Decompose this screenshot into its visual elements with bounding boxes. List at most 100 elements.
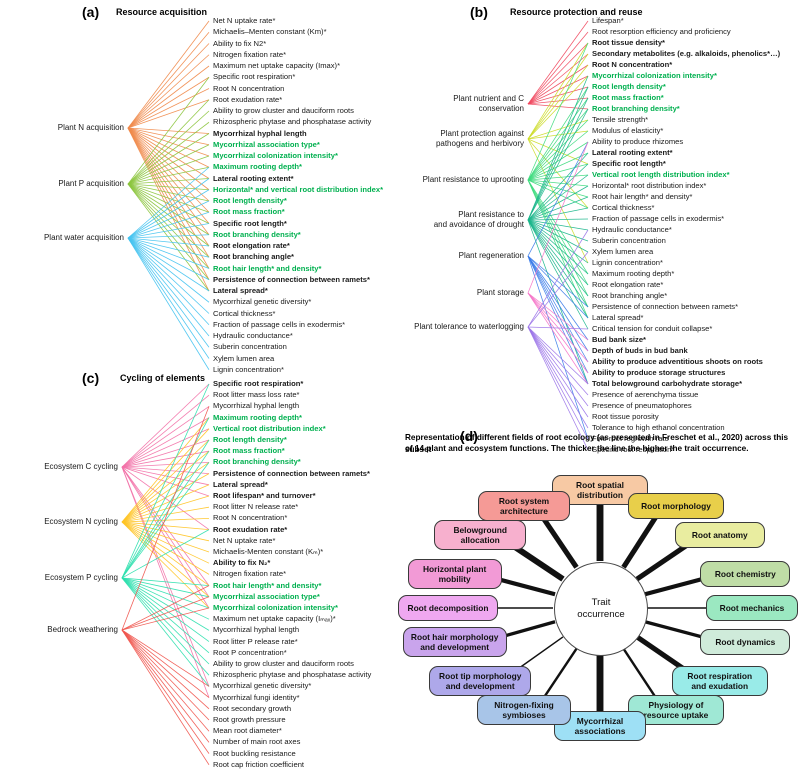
link-line: [527, 326, 589, 429]
link-line: [127, 99, 210, 129]
link-line: [121, 629, 210, 721]
trait-label: Root litter N release rate*: [213, 502, 299, 512]
field-node-label: Root dynamics: [715, 637, 776, 648]
trait-label: Persistence of connection between ramets…: [213, 468, 370, 478]
source-label: Plant water acquisition: [43, 233, 124, 242]
trait-label: Mycorrhizal hyphal length: [213, 625, 300, 635]
link-line: [527, 219, 589, 286]
field-node[interactable]: Root chemistry: [700, 560, 791, 587]
link-line: [527, 219, 589, 264]
field-node[interactable]: Root anatomy: [674, 522, 765, 549]
link-line: [121, 577, 210, 620]
link-line: [127, 20, 210, 129]
link-line: [127, 237, 210, 281]
trait-label: Cortical thickness*: [592, 203, 655, 212]
link-line: [527, 108, 589, 221]
link-line: [121, 521, 210, 553]
link-line: [527, 138, 589, 264]
trait-label: Root hair length* and density*: [213, 263, 322, 273]
trait-label: Root secondary growth: [213, 703, 292, 713]
link-line: [527, 207, 589, 221]
link-line: [127, 237, 210, 247]
trait-label: Michaelis–Menten constant (Km)*: [213, 27, 327, 37]
trait-label: Root branching density*: [592, 104, 680, 113]
link-line: [127, 237, 210, 314]
link-line: [527, 75, 589, 221]
link-line: [527, 255, 589, 363]
link-line: [527, 255, 589, 319]
link-line: [527, 64, 589, 105]
field-node[interactable]: Root hair morphology and development: [402, 627, 507, 658]
link-line: [127, 76, 210, 129]
panel-a-letter: (a): [82, 4, 100, 20]
link-line: [527, 255, 589, 308]
link-line: [527, 152, 589, 181]
trait-label: Root length density*: [213, 196, 287, 205]
link-line: [527, 179, 589, 209]
trait-label: Specific root length*: [213, 218, 287, 228]
trait-label: Maximum net uptake capacity (Imax)*: [213, 61, 341, 70]
panel-a-links: [127, 20, 210, 370]
field-node[interactable]: Root respiration and exudation: [671, 665, 768, 696]
link-line: [527, 141, 589, 294]
field-node-label: Root chemistry: [714, 568, 776, 579]
source-label: Plant nutrient and C conservation: [453, 94, 524, 113]
link-line: [527, 119, 589, 181]
field-node[interactable]: Root dynamics: [700, 629, 791, 656]
trait-label: Root elongation rate*: [213, 241, 290, 250]
link-line: [527, 64, 589, 140]
panel-b-title: Resource protection and reuse: [510, 7, 643, 17]
panel-c-links: [121, 383, 210, 766]
trait-label: Rhizospheric phytase and phosphatase act…: [213, 670, 372, 680]
link-line: [121, 521, 210, 575]
link-line: [527, 292, 589, 363]
link-line: [121, 462, 210, 579]
trait-label: Root resorption efficiency and proficien…: [592, 27, 731, 36]
link-line: [121, 466, 210, 609]
link-line: [527, 255, 589, 341]
trait-label: Root mass fraction*: [592, 93, 664, 102]
link-line: [121, 629, 210, 732]
link-line: [127, 121, 210, 185]
field-node[interactable]: Root decomposition: [398, 595, 498, 621]
link-line: [121, 629, 210, 698]
field-node-label: Root spatial distribution: [576, 480, 624, 500]
field-node[interactable]: Root tip morphology and development: [429, 665, 532, 696]
link-line: [527, 179, 589, 198]
trait-label: Root tissue density*: [592, 38, 665, 47]
field-node[interactable]: Root system architecture: [478, 490, 570, 521]
trait-label: Lifespan*: [592, 16, 624, 25]
spoke-line: [621, 512, 661, 569]
link-line: [527, 292, 589, 341]
trait-label: Net N uptake rate*: [213, 535, 276, 545]
link-line: [527, 219, 589, 308]
panel-d-hub: Trait occurrence: [554, 562, 648, 656]
panel-d: (d) Representation of different fields o…: [398, 428, 800, 745]
panel-b-letter: (b): [470, 4, 488, 20]
field-node-label: Root mechanics: [719, 603, 785, 613]
link-line: [121, 577, 210, 586]
trait-label: Specific root respiration*: [213, 379, 304, 388]
link-line: [127, 237, 210, 348]
link-line: [121, 629, 210, 687]
field-node[interactable]: Root morphology: [628, 492, 724, 519]
trait-label: Nitrogen fixation rate*: [213, 569, 287, 579]
link-line: [127, 178, 210, 239]
link-line: [527, 53, 589, 140]
trait-label: Root lifespan* and turnover*: [213, 491, 316, 500]
link-line: [127, 133, 210, 185]
link-line: [527, 251, 589, 328]
field-node[interactable]: Belowground allocation: [434, 520, 527, 551]
field-node[interactable]: Horizontal plant mobility: [407, 558, 502, 589]
trait-label: Root elongation rate*: [592, 280, 664, 289]
trait-label: Mycorrhizal colonization intensity*: [213, 603, 338, 612]
trait-label: Lignin concentration*: [592, 258, 663, 267]
trait-label: Mycorrhizal association type*: [213, 591, 320, 601]
field-node-label: Horizontal plant mobility: [423, 563, 487, 584]
field-node[interactable]: Nitrogen-fixing symbioses: [477, 695, 571, 726]
link-line: [121, 577, 210, 609]
trait-label: Mycorrhizal colonization intensity*: [213, 151, 338, 160]
link-line: [527, 255, 589, 385]
link-line: [527, 86, 589, 181]
field-node[interactable]: Root mechanics: [706, 595, 798, 621]
